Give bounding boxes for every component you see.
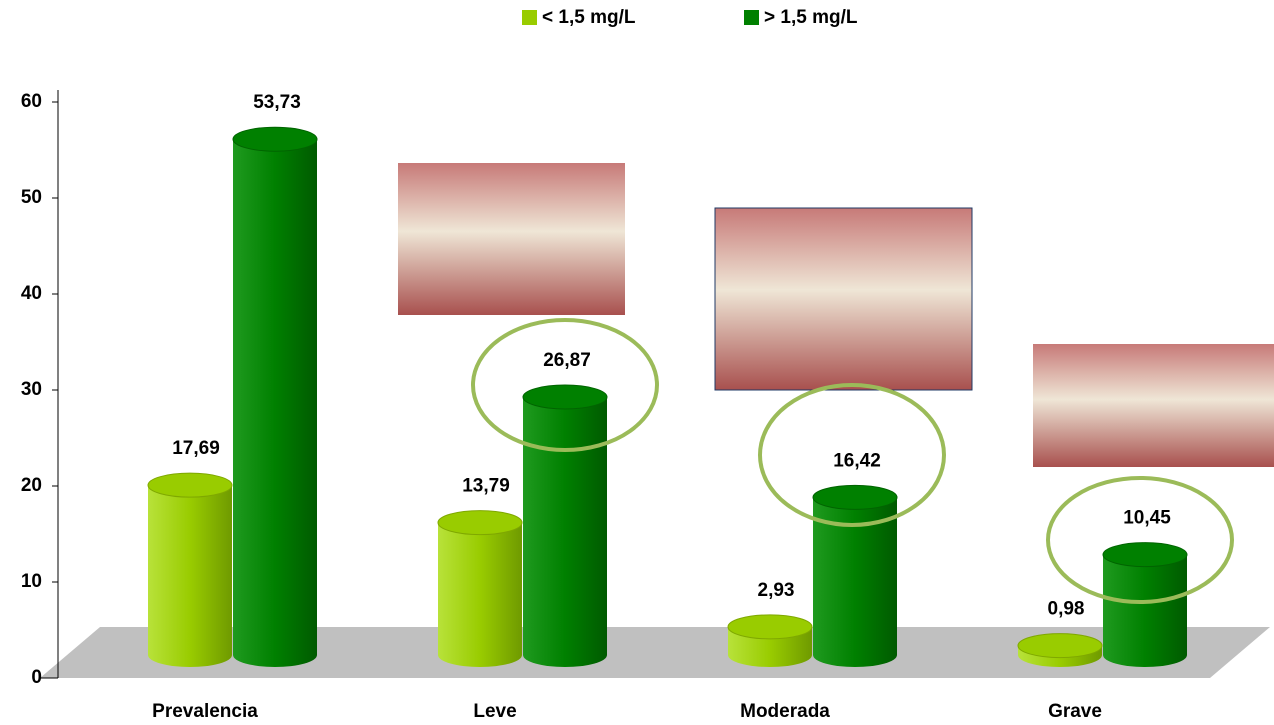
bar-top <box>1102 542 1188 568</box>
bar-top <box>522 384 608 410</box>
bar-top <box>1017 633 1103 659</box>
legend-swatch <box>744 10 759 25</box>
photo-leve <box>398 163 625 315</box>
value-label: 17,69 <box>172 438 220 459</box>
y-tick-label: 50 <box>21 187 42 208</box>
bar <box>437 510 523 667</box>
bar <box>522 384 608 667</box>
legend-label: > 1,5 mg/L <box>764 7 858 28</box>
value-label: 26,87 <box>543 350 591 371</box>
bar-body <box>148 485 232 667</box>
bar-top <box>812 484 898 510</box>
y-tick-label: 30 <box>21 379 42 400</box>
value-label: 0,98 <box>1048 599 1085 620</box>
value-label: 10,45 <box>1123 508 1171 529</box>
value-label: 16,42 <box>833 450 881 471</box>
bar <box>1102 542 1188 667</box>
x-tick-label: Moderada <box>740 701 830 722</box>
bar <box>812 484 898 667</box>
value-label: 13,79 <box>462 476 510 497</box>
photo-grave <box>1033 344 1274 467</box>
legend-swatch <box>522 10 537 25</box>
bar-top <box>232 126 318 152</box>
highlight-circle <box>471 318 659 452</box>
y-tick-label: 40 <box>21 283 42 304</box>
photo-moderada <box>714 207 973 391</box>
bar-body <box>438 522 522 667</box>
bar-body <box>813 497 897 667</box>
y-tick-label: 0 <box>31 667 42 688</box>
x-tick-label: Leve <box>473 701 516 722</box>
value-label: 53,73 <box>253 92 301 113</box>
legend-label: < 1,5 mg/L <box>542 7 636 28</box>
bar <box>232 126 318 667</box>
bar-top <box>727 614 813 640</box>
x-tick-label: Grave <box>1048 701 1102 722</box>
bar-body <box>233 139 317 667</box>
y-tick-label: 10 <box>21 571 42 592</box>
bar-body <box>523 397 607 667</box>
bar <box>1017 633 1103 667</box>
value-label: 2,93 <box>758 580 795 601</box>
bar <box>727 614 813 667</box>
highlight-circle <box>1046 476 1234 604</box>
highlight-circle <box>758 383 946 527</box>
bar-top <box>437 510 523 536</box>
bar <box>147 472 233 667</box>
bar-top <box>147 472 233 498</box>
floor <box>40 627 1270 678</box>
x-tick-label: Prevalencia <box>152 701 258 722</box>
y-tick-label: 60 <box>21 91 42 112</box>
bar-body <box>1103 554 1187 667</box>
y-tick-label: 20 <box>21 475 42 496</box>
